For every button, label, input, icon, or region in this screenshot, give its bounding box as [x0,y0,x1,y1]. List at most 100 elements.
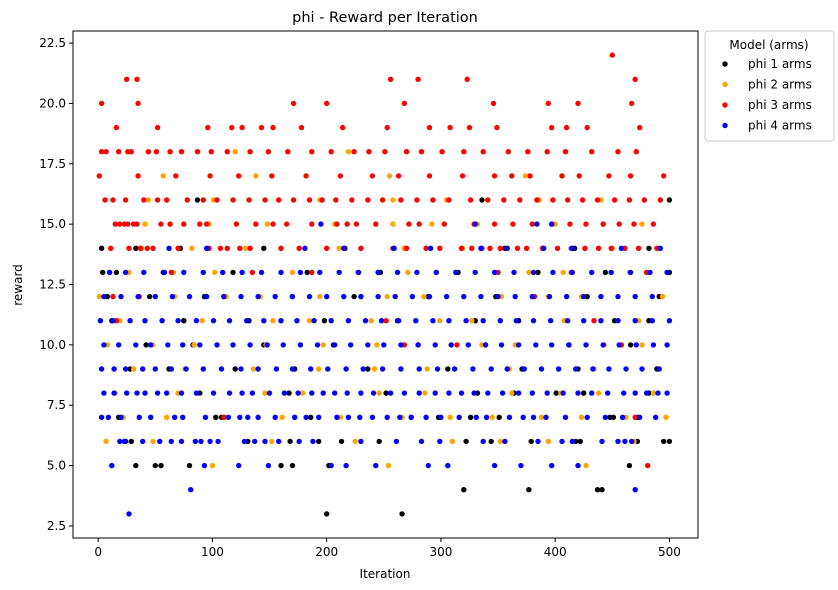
data-point [136,414,142,420]
legend-label: phi 1 arms [748,57,812,71]
data-point [650,221,657,227]
data-point [280,342,286,348]
data-point [583,342,589,348]
data-point [657,245,663,251]
data-point [528,438,534,445]
data-point [146,293,153,300]
data-point [446,318,452,324]
data-point [117,221,123,227]
data-point [309,269,315,276]
data-point [445,366,451,372]
data-point [314,342,321,348]
data-point [615,149,621,155]
legend-label: phi 4 arms [748,119,812,133]
data-point [529,221,535,227]
data-point [197,221,203,227]
data-point [619,414,626,420]
data-point [518,462,524,469]
data-point [207,438,213,445]
data-point [158,462,164,469]
data-point [514,245,521,251]
data-point [289,462,296,469]
data-point [446,390,452,396]
data-point [627,342,634,348]
data-point [562,149,569,155]
data-point [575,462,581,469]
data-point [360,366,366,372]
data-point [398,197,404,203]
data-point [405,269,411,276]
data-point [530,269,537,276]
data-point [553,390,559,396]
data-point [383,318,389,324]
data-point [598,293,604,300]
data-point [589,390,595,396]
data-point [258,124,265,131]
data-point [264,221,270,227]
data-point [615,438,621,445]
data-point [340,124,346,131]
data-point [343,366,349,372]
data-point [512,293,518,300]
data-point [316,414,322,420]
data-point [433,269,439,276]
data-point [538,414,545,420]
data-point [309,221,315,227]
data-point [215,438,221,445]
data-point [635,245,642,251]
data-point [128,438,134,445]
data-point [249,269,256,276]
data-point [517,197,523,203]
data-point [605,390,611,396]
data-point [545,100,551,107]
data-point [220,269,226,276]
data-point [488,366,494,372]
data-point [245,414,251,420]
data-point [358,293,364,300]
data-point [126,245,132,251]
data-point [550,269,556,276]
data-point [501,197,507,203]
data-point [526,487,532,493]
data-point [253,221,259,227]
data-point [345,414,352,420]
data-point [224,149,230,155]
data-point [451,366,458,372]
data-point [437,245,443,251]
data-point [269,173,275,179]
data-point [437,318,443,324]
data-point [555,366,562,372]
data-point [239,124,245,131]
data-point [111,366,117,372]
data-point [164,197,170,203]
data-point [479,197,485,203]
data-point [103,438,109,445]
data-point [198,438,204,445]
data-point [426,293,433,300]
data-point [454,342,460,348]
data-point [157,438,163,445]
data-point [308,366,314,372]
data-point [387,76,394,83]
y-tick-label: 15.0 [39,217,66,231]
data-point [623,366,629,372]
data-point [167,149,173,155]
data-points [96,52,673,517]
data-point [403,149,410,155]
data-point [608,245,614,251]
data-point [515,342,522,348]
data-point [358,245,364,251]
data-point [328,318,334,324]
data-point [166,245,172,251]
data-point [343,462,349,469]
data-point [515,390,522,396]
data-point [576,173,582,179]
data-point [565,197,571,203]
data-point [173,173,179,179]
data-point [610,414,617,420]
data-point [237,414,243,420]
data-point [161,269,168,276]
data-point [368,318,374,324]
data-point [656,366,662,372]
data-point [332,342,338,348]
